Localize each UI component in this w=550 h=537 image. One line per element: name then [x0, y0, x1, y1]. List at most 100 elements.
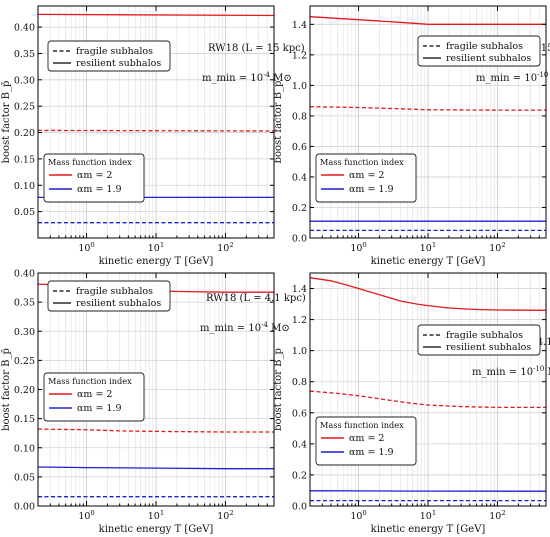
annotation-mmin: m_min = 10-10 M⊙: [476, 71, 550, 84]
x-axis-label: kinetic energy T [GeV]: [99, 524, 214, 535]
legend-resilient-label: resilient subhalos: [76, 298, 161, 309]
x-axis-label: kinetic energy T [GeV]: [371, 524, 486, 535]
y-tick-label: 0.05: [14, 207, 35, 218]
legend-box: [417, 324, 541, 356]
legend-index-label: αm = 1.9: [77, 184, 122, 195]
annotation-mmin: m_min = 10-4 M⊙: [200, 321, 290, 334]
legend-index-label: αm = 1.9: [349, 184, 394, 195]
x-tick-label: 102: [489, 241, 505, 254]
y-tick-label: 0.4: [292, 439, 307, 450]
series-line-fragile-subhalos-m-2: [37, 129, 275, 132]
grid: [309, 273, 547, 507]
series-line-resilient-subhalos-m-2: [309, 16, 546, 25]
y-axis-label: boost factor B_p̄: [273, 81, 284, 164]
annotation-model: RW18 (L = 4.1 kpc): [206, 293, 306, 304]
series-line-fragile-subhalos-m-2: [37, 428, 274, 433]
chart-panel-top-right: 0.0 0.2 0.4 0.6 0.8 1.0 1.2 1.4 100 101 102kinetic…: [273, 5, 550, 267]
x-tick-label: 100: [78, 241, 94, 254]
y-axis-label: boost factor B_p̄: [1, 81, 12, 164]
series-line-resilient-subhalos-m-2: [37, 13, 275, 17]
annotation-mmin: m_min = 10-10 M⊙: [472, 365, 550, 378]
legend-box: [417, 35, 541, 67]
legend-box: [315, 416, 417, 466]
x-axis-label: kinetic energy T [GeV]: [99, 256, 214, 267]
x-tick-label: 102: [217, 241, 233, 254]
series-line-fragile-subhalos-m-2: [309, 106, 546, 111]
legend-mass-function: Mass function index αm = 2 αm = 1.9: [43, 153, 145, 203]
y-tick-label: 0.10: [14, 443, 35, 454]
series-line-resilient-subhalos-m-2: [309, 277, 547, 311]
y-tick-label: 0.40: [14, 23, 35, 34]
legend-index-label: αm = 2: [77, 389, 112, 400]
y-tick-label: 0.15: [14, 154, 35, 165]
y-tick-label: 1.4: [292, 20, 307, 31]
y-tick-label: 0.25: [14, 356, 35, 367]
y-axis-label: boost factor B_p̄: [273, 348, 284, 431]
y-tick-label: 1.4: [292, 284, 307, 295]
x-tick-label: 100: [350, 241, 366, 254]
y-tick-label: 0.30: [14, 327, 35, 338]
annotation-model: RW18 (L = 15 kpc): [208, 43, 305, 54]
y-axis-label: boost factor B_p̄: [1, 348, 12, 431]
y-tick-label: 1.0: [292, 81, 307, 92]
y-tick-label: 0.4: [292, 172, 307, 183]
chart-panel-bottom-right: 0.0 0.2 0.4 0.6 0.8 1.0 1.2 1.4 100 101 102kinetic…: [273, 272, 550, 535]
y-tick-label: 0.10: [14, 181, 35, 192]
legend-index-label: αm = 2: [349, 433, 384, 444]
legend-mass-function: Mass function index αm = 2 αm = 1.9: [315, 153, 417, 203]
x-tick-label: 101: [148, 509, 164, 522]
x-tick-label: 101: [420, 241, 436, 254]
x-tick-label: 100: [78, 509, 94, 522]
legend-box: [47, 40, 171, 72]
legend-index-title: Mass function index: [320, 420, 404, 430]
y-tick-label: 0.20: [14, 128, 35, 139]
y-tick-label: 0.8: [292, 111, 307, 122]
legend-resilient-label: resilient subhalos: [446, 342, 531, 353]
y-tick-label: 0.2: [292, 203, 307, 214]
series-line-resilient-subhalos-m-1-9: [37, 466, 274, 470]
legend-index-label: αm = 2: [349, 170, 384, 181]
x-tick-label: 101: [148, 241, 164, 254]
legend-fragile-label: fragile subhalos: [76, 46, 153, 57]
legend-box: [47, 280, 171, 312]
legend-index-label: αm = 2: [77, 170, 112, 181]
legend-box: [43, 372, 145, 422]
y-tick-label: 0.35: [14, 49, 35, 60]
x-tick-label: 100: [350, 509, 366, 522]
chart-panel-bottom-left: 0.00 0.05 0.10 0.15 0.20 0.25 0.30 0.35 0.40 100 1…: [1, 269, 306, 536]
y-tick-label: 0.40: [14, 269, 35, 280]
y-tick-label: 0.8: [292, 377, 307, 388]
y-tick-label: 0.35: [14, 298, 35, 309]
y-tick-label: 0.00: [14, 502, 35, 513]
series-line-fragile-subhalos-m-2: [309, 390, 546, 409]
y-tick-label: 0.25: [14, 102, 35, 113]
y-tick-label: 1.2: [292, 315, 307, 326]
legend-fragile-label: fragile subhalos: [446, 41, 523, 52]
legend-box: [43, 153, 145, 203]
y-tick-label: 0.30: [14, 75, 35, 86]
legend-resilient-label: resilient subhalos: [446, 53, 531, 64]
chart-panel-top-left: 0.05 0.10 0.15 0.20 0.25 0.30 0.35 0.40 100 101 10…: [1, 5, 305, 267]
legend-fragile-label: fragile subhalos: [76, 286, 153, 297]
legend-mass-function: Mass function index αm = 2 αm = 1.9: [315, 416, 417, 466]
y-tick-label: 0.6: [292, 408, 307, 419]
y-tick-label: 0.20: [14, 385, 35, 396]
annotation-mmin: m_min = 10-4 M⊙: [202, 71, 292, 84]
legend-index-title: Mass function index: [320, 157, 404, 167]
y-tick-label: 0.05: [14, 472, 35, 483]
legend-index-title: Mass function index: [48, 376, 132, 386]
x-tick-label: 102: [489, 509, 505, 522]
y-tick-label: 1.2: [292, 50, 307, 61]
legend-resilient-label: resilient subhalos: [76, 58, 161, 69]
x-axis-label: kinetic energy T [GeV]: [371, 256, 486, 267]
legend-box: [315, 153, 417, 203]
y-tick-label: 1.0: [292, 346, 307, 357]
y-tick-label: 0.15: [14, 414, 35, 425]
legend-index-title: Mass function index: [48, 157, 132, 167]
y-tick-label: 0.2: [292, 470, 307, 481]
legend-index-label: αm = 1.9: [77, 403, 122, 414]
